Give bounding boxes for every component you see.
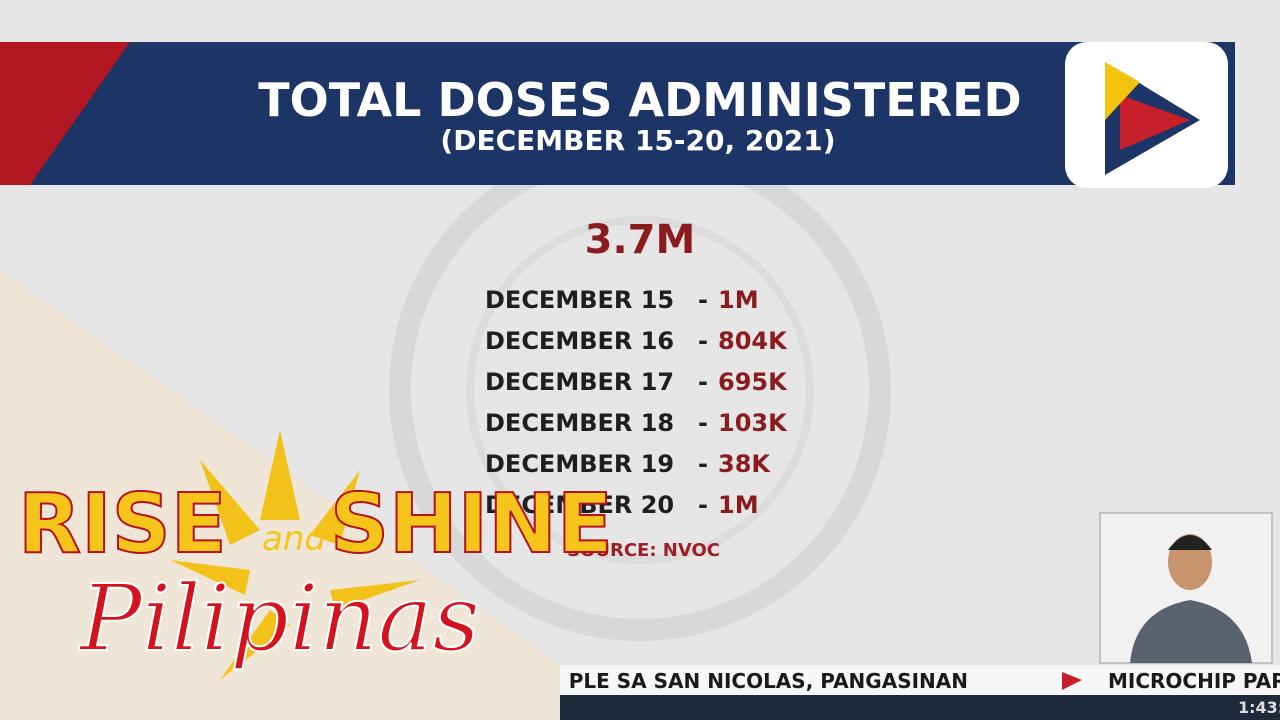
row-date: DECEMBER 20 [485,491,674,519]
row-dash: - [698,409,708,437]
ticker-item: PLE SA SAN NICOLAS, PANGASINAN [569,669,968,693]
channel-logo-yellow [1105,62,1140,120]
subtitle: (DECEMBER 15-20, 2021) [440,124,835,157]
ticker-separator [1062,672,1082,690]
row-dash: - [698,286,708,314]
interpreter-hair [1168,535,1212,550]
row-dash: - [698,327,708,355]
row-doses: 1M [718,491,759,519]
row-doses: 38K [718,450,771,478]
interpreter-body [1130,600,1252,663]
row-date: DECEMBER 19 [485,450,674,478]
row-date: DECEMBER 16 [485,327,674,355]
row-dash: - [698,368,708,396]
channel-logo-red [1120,95,1190,150]
header-band [0,42,1235,185]
row-doses: 695K [718,368,788,396]
title: TOTAL DOSES ADMINISTERED [258,73,1021,127]
sun-ray [220,610,290,680]
logo-rise: RISE [18,477,227,572]
row-date: DECEMBER 18 [485,409,674,437]
sun-rays [170,430,420,680]
clock-bar [560,695,1280,720]
logo-pilipinas: Pilipinas [78,565,480,672]
sun-ray [310,470,360,545]
clock: 1:43: [1238,698,1280,717]
total: 3.7M [585,217,696,263]
sun-ray [260,430,300,520]
row-dash: - [698,450,708,478]
row-doses: 804K [718,327,788,355]
row-date: DECEMBER 15 [485,286,674,314]
sun-ray [200,460,260,545]
sun-ray [170,560,250,595]
ticker-item: MICROCHIP PAR [1108,669,1280,693]
source: SOURCE: NVOC [567,540,720,561]
sun-ray [330,580,420,610]
header-accent [0,42,130,185]
row-doses: 1M [718,286,759,314]
logo-and: and [262,519,326,559]
row-doses: 103K [718,409,788,437]
row-date: DECEMBER 17 [485,368,674,396]
row-dash: - [698,491,708,519]
watermark-seal-inner [466,216,814,564]
logo-shine: SHINE [330,477,613,572]
ticker-bar [560,665,1280,695]
decor-panel [0,270,640,720]
